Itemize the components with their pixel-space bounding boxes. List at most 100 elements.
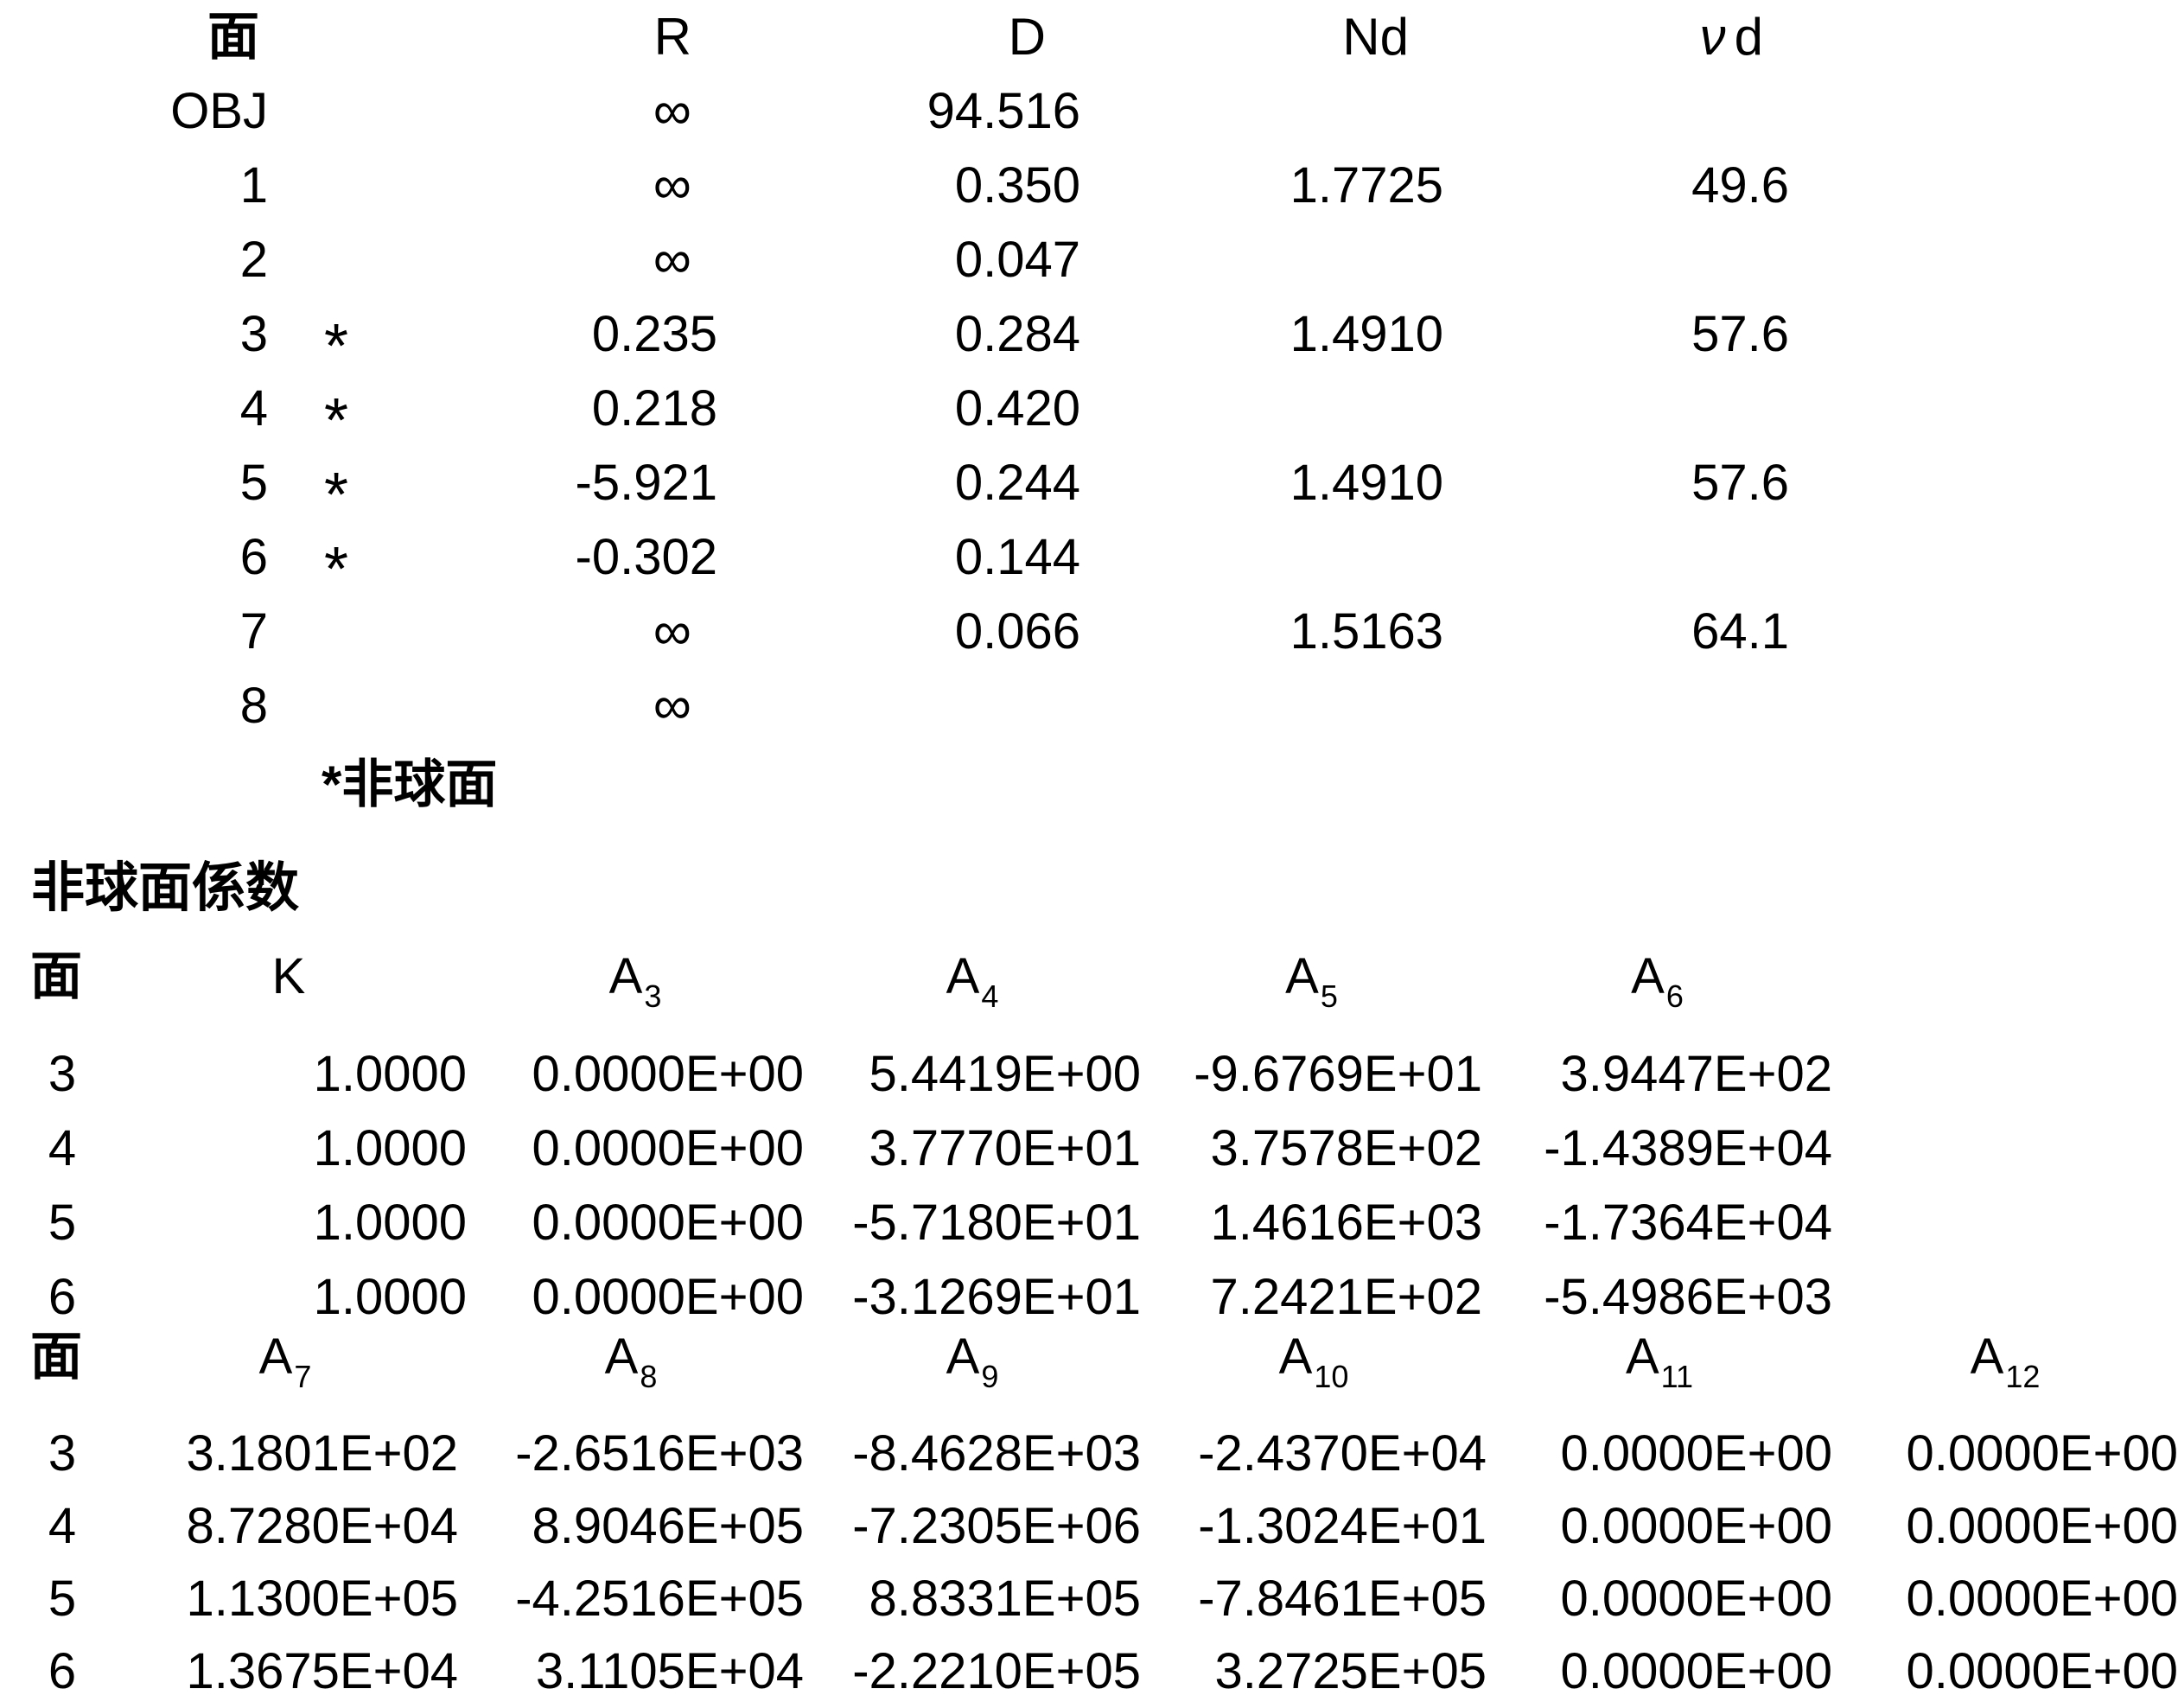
aspheric-mark: [268, 149, 372, 223]
a3-value: 0.0000E+00: [532, 1195, 804, 1251]
aspheric-mark: [268, 669, 372, 743]
surface-id: 5: [239, 455, 268, 511]
a10-value: -2.4370E+04: [1198, 1425, 1487, 1482]
a4-value: -5.7180E+01: [852, 1195, 1141, 1251]
a4-value: 3.7770E+01: [869, 1120, 1141, 1176]
index-value: [1080, 520, 1443, 595]
a5-value: 1.4616E+03: [1210, 1195, 1482, 1251]
index-value: [1080, 223, 1443, 297]
index-column-header: Nd: [1342, 8, 1409, 66]
radius-column-header: R: [653, 8, 691, 66]
a10-value: -7.8461E+05: [1198, 1571, 1487, 1627]
a4-value: -3.1269E+01: [852, 1269, 1141, 1325]
radius-value: 0.235: [591, 306, 717, 362]
a8-column-header: A8: [604, 1329, 658, 1394]
index-value: 1.4910: [1290, 306, 1443, 362]
a9-column-header: A9: [946, 1329, 999, 1394]
a11-value: 0.0000E+00: [1560, 1571, 1832, 1627]
a11-value: 0.0000E+00: [1560, 1425, 1832, 1482]
a6-value: -5.4986E+03: [1544, 1269, 1832, 1325]
distance-column-header: D: [1008, 8, 1046, 66]
surface-id: 7: [239, 603, 268, 660]
a12-value: 0.0000E+00: [1906, 1643, 2178, 1699]
surface-id: 3: [239, 306, 268, 362]
surface-id: 5: [48, 1195, 77, 1251]
a11-column-header: A11: [1625, 1329, 1694, 1394]
surface-column-header: 面: [30, 1328, 82, 1386]
a4-column-header: A4: [946, 948, 999, 1014]
a5-value: -9.6769E+01: [1194, 1046, 1482, 1102]
a9-value: -2.2210E+05: [852, 1643, 1141, 1699]
aspheric-footnote: *非球面: [322, 755, 498, 813]
aspheric-section-title: 非球面係数: [31, 858, 300, 918]
radius-value: 0.218: [591, 380, 717, 437]
surface-id: 2: [239, 232, 268, 288]
a10-value: 3.2725E+05: [1214, 1643, 1487, 1699]
a6-value: -1.4389E+04: [1544, 1120, 1832, 1176]
surface-id: 5: [48, 1571, 77, 1627]
aspheric-mark: [268, 223, 372, 297]
a7-value: 8.7280E+04: [186, 1498, 458, 1554]
aspheric-coefficients-table-low-order: 面 K A3 A4 A5 A6 3 1.0000 0.0000E+00 5.44…: [0, 934, 1832, 1335]
a11-value: 0.0000E+00: [1560, 1643, 1832, 1699]
a6-value: 3.9447E+02: [1560, 1046, 1832, 1102]
distance-value: 0.350: [954, 157, 1080, 214]
index-value: [1080, 74, 1443, 149]
surface-id: 3: [48, 1046, 77, 1102]
distance-value: 0.066: [954, 603, 1080, 660]
a5-value: 3.7578E+02: [1210, 1120, 1482, 1176]
k-value: 1.0000: [313, 1269, 467, 1325]
surface-id: 3: [48, 1425, 77, 1482]
distance-value: [717, 669, 1080, 743]
a3-value: 0.0000E+00: [532, 1120, 804, 1176]
a9-value: 8.8331E+05: [869, 1571, 1141, 1627]
radius-value: -5.921: [575, 455, 717, 511]
a5-column-header: A5: [1285, 948, 1338, 1014]
abbe-value: 64.1: [1691, 603, 1789, 660]
a12-value: 0.0000E+00: [1906, 1498, 2178, 1554]
a8-value: -2.6516E+03: [515, 1425, 804, 1482]
radius-value: ∞: [653, 602, 691, 661]
abbe-value: 49.6: [1691, 157, 1789, 214]
surface-column-header: 面: [207, 8, 259, 66]
a3-value: 0.0000E+00: [532, 1046, 804, 1102]
abbe-value: [1443, 223, 1789, 297]
aspheric-mark: *: [324, 535, 349, 604]
k-value: 1.0000: [313, 1046, 467, 1102]
aspheric-mark: *: [324, 461, 349, 530]
index-value: 1.5163: [1290, 603, 1443, 660]
surface-id: 4: [48, 1120, 77, 1176]
abbe-value: 57.6: [1691, 306, 1789, 362]
a6-column-header: A6: [1631, 948, 1684, 1014]
abbe-value: [1443, 669, 1789, 743]
a9-value: -7.2305E+06: [852, 1498, 1141, 1554]
index-value: 1.7725: [1290, 157, 1443, 214]
a7-value: 3.1801E+02: [186, 1425, 458, 1482]
a6-value: -1.7364E+04: [1544, 1195, 1832, 1251]
distance-value: 94.516: [927, 83, 1080, 139]
a4-value: 5.4419E+00: [869, 1046, 1141, 1102]
surface-column-header: 面: [30, 947, 82, 1005]
distance-value: 0.420: [954, 380, 1080, 437]
index-value: 1.4910: [1290, 455, 1443, 511]
a8-value: 3.1105E+04: [535, 1643, 804, 1699]
a7-value: 1.3675E+04: [186, 1643, 458, 1699]
a10-column-header: A10: [1278, 1329, 1349, 1394]
k-value: 1.0000: [313, 1120, 467, 1176]
radius-value: ∞: [653, 230, 691, 290]
surface-id: 6: [239, 529, 268, 585]
distance-value: 0.144: [954, 529, 1080, 585]
aspheric-mark: *: [324, 312, 349, 381]
radius-value: ∞: [653, 676, 691, 736]
a12-column-header: A12: [1970, 1329, 2041, 1394]
header-spacer: [268, 0, 372, 74]
a5-value: 7.2421E+02: [1210, 1269, 1482, 1325]
a8-value: -4.2516E+05: [515, 1571, 804, 1627]
aspheric-mark: *: [324, 386, 349, 456]
surface-id: OBJ: [170, 83, 268, 139]
surface-id: 1: [239, 157, 268, 214]
radius-value: ∞: [653, 81, 691, 141]
nu-symbol: ν: [1699, 8, 1726, 66]
surface-id: 4: [48, 1498, 77, 1554]
